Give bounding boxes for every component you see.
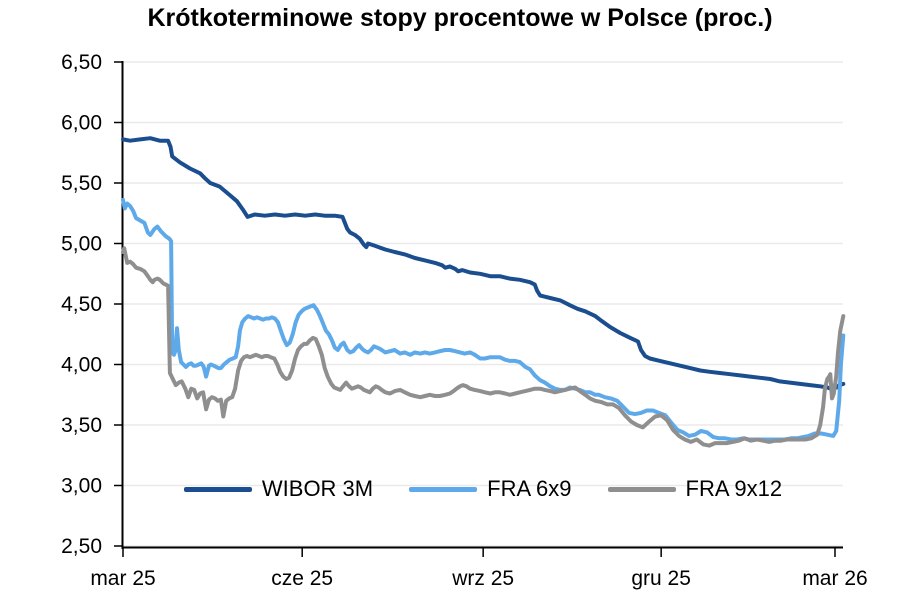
chart-title: Krótkoterminowe stopy procentowe w Polsc…: [147, 4, 773, 32]
legend-entry-fra-9x12: FRA 9x12: [607, 476, 783, 502]
x-tick-label: cze 25: [271, 567, 333, 590]
y-tick-label: 6,00: [61, 112, 102, 135]
x-tick-label: mar 25: [90, 567, 155, 590]
x-tick-label: gru 25: [631, 567, 691, 590]
x-tick-label: wrz 25: [451, 567, 514, 590]
legend-label-fra-6x9: FRA 6x9: [487, 476, 572, 501]
legend-entry-fra-6x9: FRA 6x9: [409, 476, 572, 502]
legend-label-fra-9x12: FRA 9x12: [685, 476, 783, 501]
fra-6x9-line-swatch: [409, 486, 478, 492]
y-tick-label: 4,00: [61, 354, 102, 377]
legend-entry-wibor-3m: WIBOR 3M: [183, 476, 374, 502]
y-tick-label: 2,50: [61, 535, 102, 558]
series-line-fra-9x12: [121, 246, 846, 448]
y-tick-label: 5,00: [61, 233, 102, 256]
fra-9x12-line-swatch: [607, 486, 676, 492]
y-tick-label: 6,50: [61, 51, 102, 74]
y-tick-label: 5,50: [61, 172, 102, 195]
y-tick-label: 4,50: [61, 293, 102, 316]
y-tick-label: 3,00: [61, 475, 102, 498]
legend-label-wibor-3m: WIBOR 3M: [261, 476, 374, 501]
wibor-3m-line-swatch: [183, 486, 252, 492]
series-line-fra-6x9: [121, 197, 846, 442]
y-tick-label: 3,50: [61, 414, 102, 437]
x-tick-label: mar 26: [802, 567, 867, 590]
series-line-wibor-3m: [121, 136, 846, 391]
chart-legend: WIBOR 3M FRA 6x9 FRA 9x12: [123, 475, 843, 503]
